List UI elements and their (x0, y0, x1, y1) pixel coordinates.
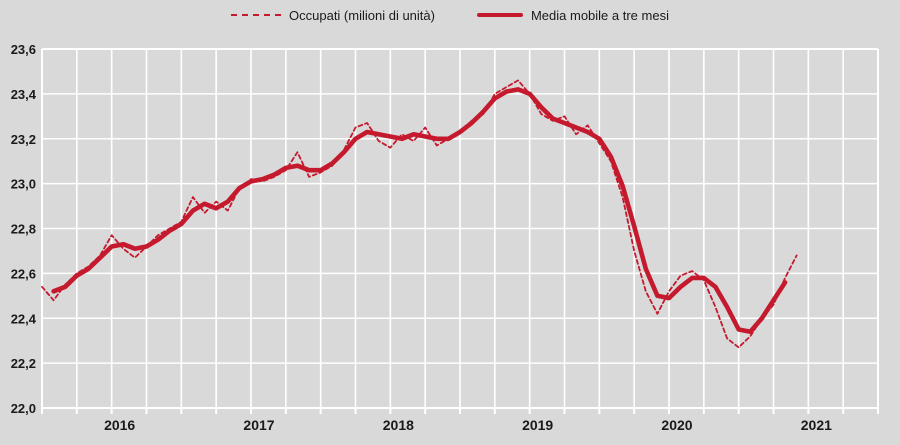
y-axis-tick-label: 23,6 (11, 42, 36, 57)
legend-item-occupati: Occupati (milioni di unità) (231, 8, 435, 23)
x-axis-year-label: 2019 (522, 417, 553, 433)
x-axis-year-label: 2017 (243, 417, 274, 433)
y-axis-tick-label: 23,2 (11, 132, 36, 147)
y-axis-tick-label: 22,4 (11, 311, 37, 326)
x-axis-year-label: 2021 (801, 417, 832, 433)
y-axis-tick-label: 22,2 (11, 356, 36, 371)
y-axis-tick-label: 22,6 (11, 266, 36, 281)
legend-item-media-mobile: Media mobile a tre mesi (476, 7, 669, 23)
y-axis-tick-label: 23,4 (11, 87, 37, 102)
y-axis-tick-label: 22,0 (11, 401, 36, 416)
legend-label-media-mobile: Media mobile a tre mesi (530, 7, 669, 23)
dashed-line-swatch-icon (231, 14, 282, 16)
y-axis-tick-label: 22,8 (11, 222, 36, 237)
legend-label-occupati: Occupati (milioni di unità) (289, 7, 435, 23)
media-mobile-solid-line (51, 87, 788, 335)
chart-legend: Occupati (milioni di unità) Media mobile… (0, 4, 900, 26)
x-axis-year-label: 2016 (104, 417, 135, 433)
x-axis-year-label: 2020 (661, 417, 692, 433)
y-axis-tick-label: 23,0 (11, 177, 36, 192)
solid-line-swatch-icon (476, 13, 523, 17)
x-axis-year-label: 2018 (383, 417, 414, 433)
